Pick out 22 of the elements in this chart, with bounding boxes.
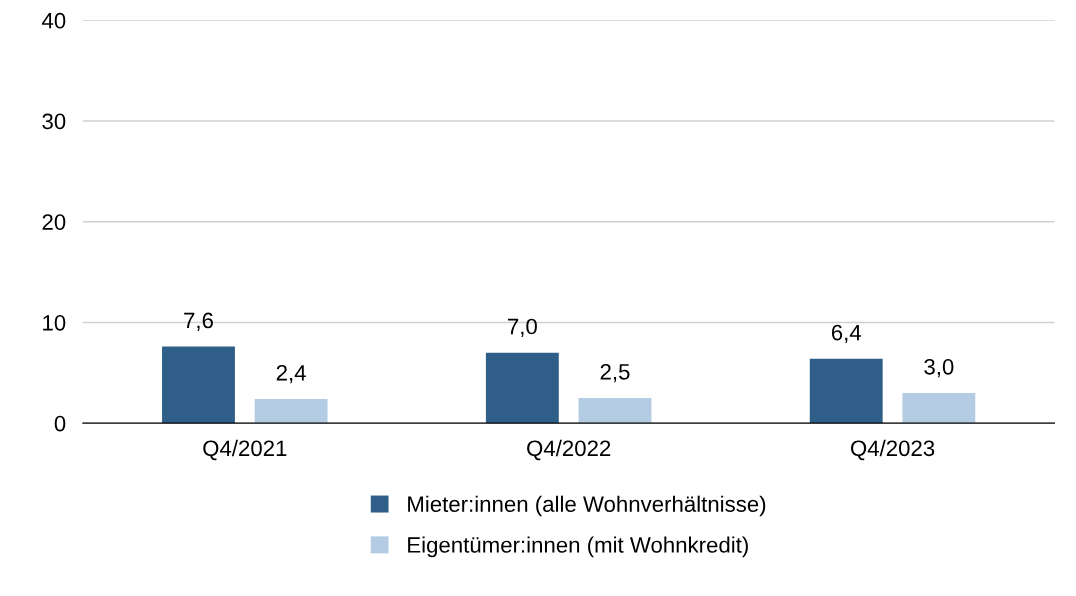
bar <box>485 352 559 424</box>
data-label: 6,4 <box>831 324 862 344</box>
x-tick-label: Q4/2022 <box>527 439 611 461</box>
bar <box>902 392 976 424</box>
data-label: 2,5 <box>600 363 630 383</box>
data-label: 3,0 <box>924 358 954 378</box>
data-label: 7,6 <box>184 312 213 331</box>
y-tick-label: 0 <box>54 415 66 432</box>
y-tick-label: 40 <box>41 12 66 29</box>
bar <box>578 397 652 424</box>
y-tick-label: 30 <box>42 113 66 130</box>
bar <box>809 358 883 424</box>
bar <box>162 346 235 424</box>
x-tick-label: Q4/2021 <box>203 439 287 461</box>
data-label: 2,4 <box>276 364 306 384</box>
x-tick-label: Q4/2023 <box>850 439 935 461</box>
legend-label: Mieter:innen (alle Wohnverhältnisse) <box>408 495 766 517</box>
y-tick-label: 20 <box>42 214 66 230</box>
legend-label: Eigentümer:innen (mit Wohnkredit) <box>408 536 748 558</box>
y-tick-label: 10 <box>43 314 66 331</box>
data-label: 7,0 <box>508 318 537 337</box>
bar <box>254 398 328 424</box>
